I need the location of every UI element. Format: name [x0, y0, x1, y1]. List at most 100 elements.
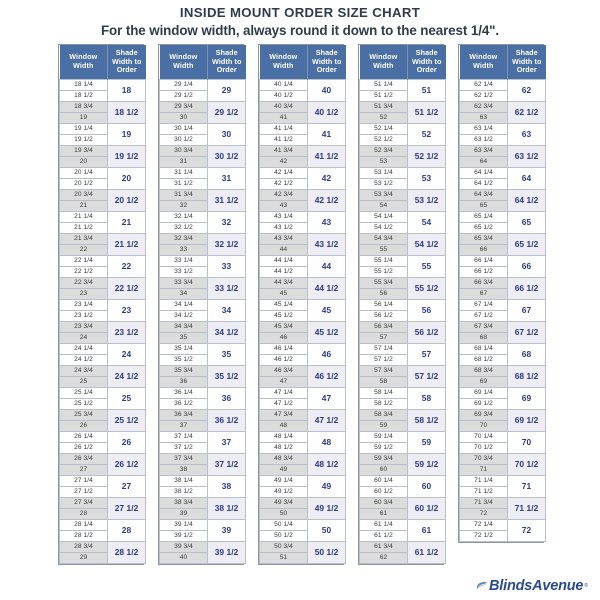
- window-width-cell: 19: [59, 111, 108, 124]
- shade-width-cell: 60 1/2: [407, 496, 446, 520]
- window-width-cell: 61: [359, 507, 408, 520]
- window-width-cell: 54 1/4: [359, 210, 408, 223]
- column-header-window-width: Window Width: [59, 45, 108, 80]
- shade-width-cell: 40: [307, 78, 346, 102]
- window-width-cell: 47: [259, 375, 308, 388]
- table-row: 42 1/4 42: [259, 166, 346, 190]
- table-row: 49 3/4 49 1/2: [259, 496, 346, 520]
- window-width-cell: 54: [359, 199, 408, 212]
- window-width-cell: 71 1/2: [459, 485, 508, 498]
- shade-width-cell: 48: [307, 430, 346, 454]
- window-width-cell: 34: [159, 287, 208, 300]
- window-width-cell: 39 3/4: [159, 540, 208, 553]
- table-row: 69 3/4 69 1/2: [459, 408, 546, 432]
- table-row: 35 3/4 35 1/2: [159, 364, 246, 388]
- window-width-cell: 69 1/2: [459, 397, 508, 410]
- shade-width-cell: 32 1/2: [207, 232, 246, 256]
- table-row: 62 3/4 62 1/2: [459, 100, 546, 124]
- window-width-cell: 53 1/4: [359, 166, 408, 179]
- table-row: 71 3/4 71 1/2: [459, 496, 546, 520]
- window-width-cell: 35 1/4: [159, 342, 208, 355]
- shade-width-cell: 57: [407, 342, 446, 366]
- header-line: Order: [416, 65, 437, 75]
- table-row: 59 1/4 59: [359, 430, 446, 454]
- shade-width-cell: 20: [107, 166, 146, 190]
- window-width-cell: 55 1/2: [359, 265, 408, 278]
- table-row: 65 3/4 65 1/2: [459, 232, 546, 256]
- table-row: 66 1/4 66: [459, 254, 546, 278]
- column-header-shade-width: Shade Width to Order: [407, 45, 446, 80]
- table-row: 18 1/4 18: [59, 78, 146, 102]
- table-row: 24 3/4 24 1/2: [59, 364, 146, 388]
- table-row: 36 1/2: [159, 397, 246, 410]
- shade-width-cell: 23: [107, 298, 146, 322]
- shade-width-cell: 19: [107, 122, 146, 146]
- window-width-cell: 47 1/4: [259, 386, 308, 399]
- window-width-cell: 64 3/4: [459, 188, 508, 201]
- table-row: 45 1/4 45: [259, 298, 346, 322]
- window-width-cell: 21 3/4: [59, 232, 108, 245]
- window-width-cell: 70 3/4: [459, 452, 508, 465]
- shade-width-cell: 42: [307, 166, 346, 190]
- table-row: 51 1/4 51: [359, 78, 446, 102]
- shade-width-cell: 68: [507, 342, 546, 366]
- window-width-cell: 65 3/4: [459, 232, 508, 245]
- shade-width-cell: 50: [307, 518, 346, 542]
- table-row: 50 1/2: [259, 529, 346, 542]
- header-line: Order: [216, 65, 237, 75]
- window-width-cell: 64: [459, 155, 508, 168]
- header-line: Window: [369, 52, 398, 62]
- shade-width-cell: 46: [307, 342, 346, 366]
- window-width-cell: 52 3/4: [359, 144, 408, 157]
- window-width-cell: 33: [159, 243, 208, 256]
- shade-width-cell: 32: [207, 210, 246, 234]
- size-table: Window Width Shade Width to Order 51 1/4 51 51 …: [359, 45, 446, 564]
- window-width-cell: 71: [459, 463, 508, 476]
- table-row: 20 1/4 20: [59, 166, 146, 190]
- shade-width-cell: 31: [207, 166, 246, 190]
- shade-width-cell: 52 1/2: [407, 144, 446, 168]
- window-width-cell: 46 1/2: [259, 353, 308, 366]
- window-width-cell: 25 3/4: [59, 408, 108, 421]
- table-row: 39 1/4 39: [159, 518, 246, 542]
- size-table: Window Width Shade Width to Order 40 1/4 40 40 …: [259, 45, 346, 564]
- registered-mark: ®: [584, 583, 588, 589]
- window-width-cell: 70 1/4: [459, 430, 508, 443]
- shade-width-cell: 42 1/2: [307, 188, 346, 212]
- window-width-cell: 32 1/2: [159, 221, 208, 234]
- table-row: 47 1/4 47: [259, 386, 346, 410]
- shade-width-cell: 47: [307, 386, 346, 410]
- header-line: Width: [473, 60, 494, 70]
- shade-width-cell: 35 1/2: [207, 364, 246, 388]
- window-width-cell: 50: [259, 507, 308, 520]
- window-width-cell: 72 1/2: [459, 529, 508, 542]
- window-width-cell: 33 1/2: [159, 265, 208, 278]
- window-width-cell: 69 1/4: [459, 386, 508, 399]
- shade-width-cell: 68 1/2: [507, 364, 546, 388]
- window-width-cell: 18 1/4: [59, 78, 108, 91]
- window-width-cell: 23 1/4: [59, 298, 108, 311]
- window-width-cell: 67 1/2: [459, 309, 508, 322]
- window-width-cell: 28: [59, 507, 108, 520]
- window-width-cell: 48 1/4: [259, 430, 308, 443]
- shade-width-cell: 58: [407, 386, 446, 410]
- window-width-cell: 68 3/4: [459, 364, 508, 377]
- table-row: 29 1/4 29: [159, 78, 246, 102]
- header-line: Order: [116, 65, 137, 75]
- table-row: 26 3/4 26 1/2: [59, 452, 146, 476]
- table-row: 58 1/4 58: [359, 386, 446, 410]
- window-width-cell: 47 1/2: [259, 397, 308, 410]
- shade-width-cell: 67 1/2: [507, 320, 546, 344]
- shade-width-cell: 28 1/2: [107, 540, 146, 564]
- window-width-cell: 32 1/4: [159, 210, 208, 223]
- window-width-cell: 37: [159, 419, 208, 432]
- size-block-3: Window Width Shade Width to Order 40 1/4 40 40 …: [258, 44, 346, 565]
- window-width-cell: 31 3/4: [159, 188, 208, 201]
- table-row: 24: [59, 331, 146, 344]
- window-width-cell: 59: [359, 419, 408, 432]
- table-row: 26 1/4 26: [59, 430, 146, 454]
- table-row: 57 3/4 57 1/2: [359, 364, 446, 388]
- table-row: 40 1/4 40: [259, 78, 346, 102]
- shade-width-cell: 64: [507, 166, 546, 190]
- shade-width-cell: 33: [207, 254, 246, 278]
